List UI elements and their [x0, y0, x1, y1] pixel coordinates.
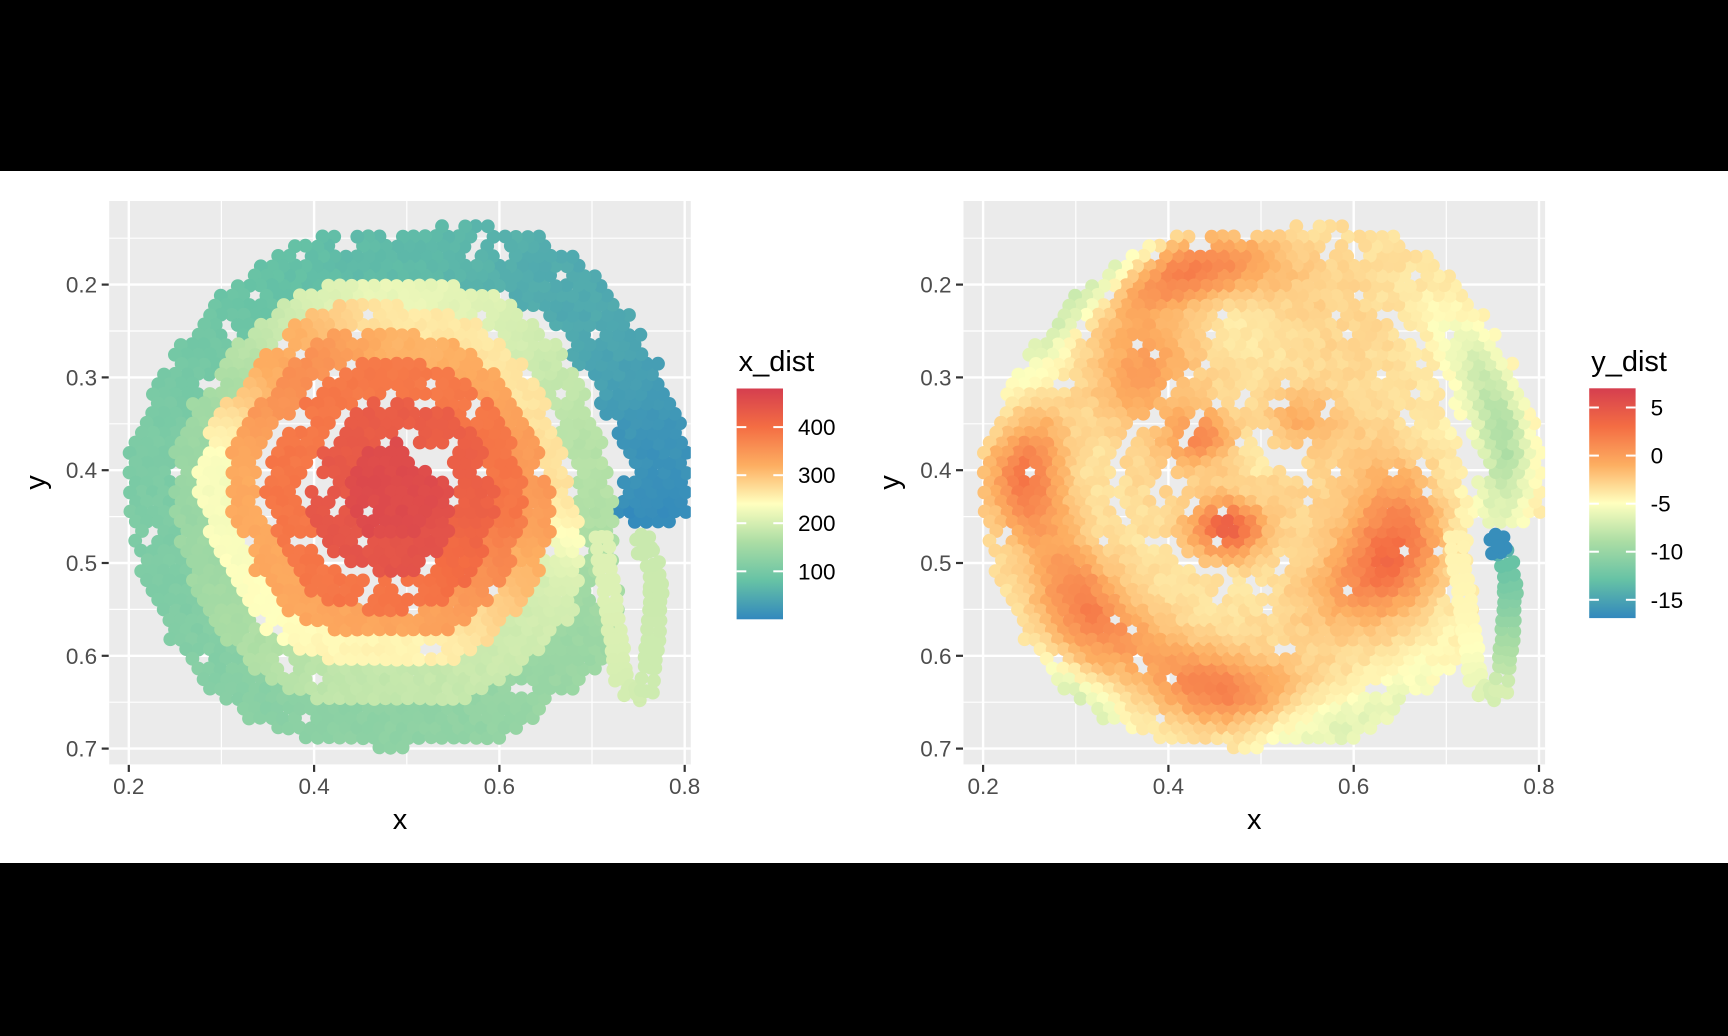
svg-text:0.7: 0.7: [66, 737, 97, 762]
svg-text:-5: -5: [1651, 492, 1671, 517]
svg-text:0.8: 0.8: [1523, 774, 1554, 799]
svg-text:0: 0: [1651, 444, 1664, 469]
svg-text:-15: -15: [1651, 588, 1684, 613]
svg-text:y: y: [20, 475, 52, 490]
svg-text:0.4: 0.4: [298, 774, 329, 799]
svg-text:100: 100: [798, 559, 836, 584]
svg-text:0.6: 0.6: [66, 644, 97, 669]
svg-text:0.2: 0.2: [113, 774, 144, 799]
svg-text:5: 5: [1651, 396, 1664, 421]
svg-text:x_dist: x_dist: [739, 346, 815, 378]
svg-text:0.5: 0.5: [66, 551, 97, 576]
svg-text:0.3: 0.3: [66, 365, 97, 390]
svg-text:0.2: 0.2: [66, 273, 97, 298]
svg-text:300: 300: [798, 463, 836, 488]
svg-text:y_dist: y_dist: [1591, 346, 1667, 378]
svg-text:0.5: 0.5: [920, 551, 951, 576]
svg-text:x: x: [1247, 804, 1262, 836]
svg-text:0.4: 0.4: [1153, 774, 1184, 799]
svg-text:200: 200: [798, 511, 836, 536]
svg-text:0.7: 0.7: [920, 737, 951, 762]
svg-text:0.4: 0.4: [66, 458, 97, 483]
svg-text:0.6: 0.6: [920, 644, 951, 669]
svg-text:0.2: 0.2: [967, 774, 998, 799]
svg-text:0.6: 0.6: [1338, 774, 1369, 799]
svg-text:0.2: 0.2: [920, 273, 951, 298]
svg-text:x: x: [393, 804, 408, 836]
svg-text:y: y: [874, 475, 906, 490]
svg-text:0.3: 0.3: [920, 365, 951, 390]
svg-text:0.6: 0.6: [484, 774, 515, 799]
svg-text:0.4: 0.4: [920, 458, 951, 483]
svg-text:400: 400: [798, 415, 836, 440]
svg-text:-10: -10: [1651, 540, 1684, 565]
svg-text:0.8: 0.8: [669, 774, 700, 799]
